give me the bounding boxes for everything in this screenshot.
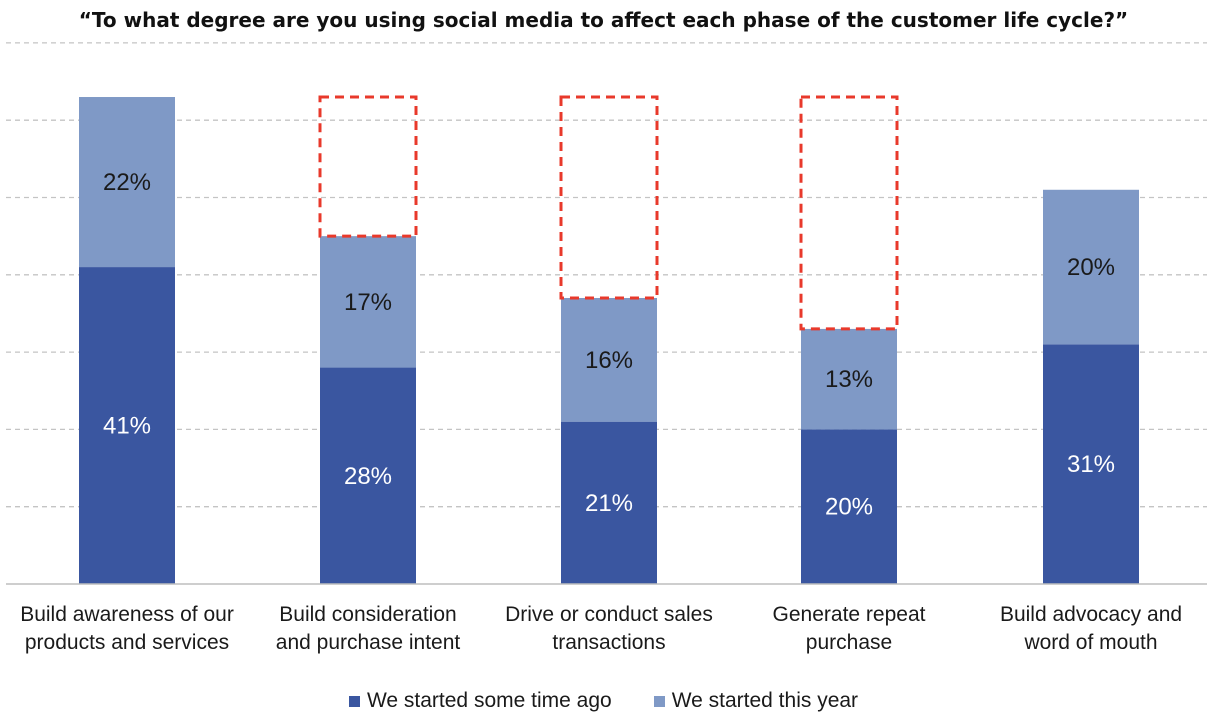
category-label: and purchase intent (276, 631, 461, 654)
category-label: Generate repeat (773, 603, 926, 626)
data-label: 28% (344, 463, 392, 490)
bars (79, 97, 1139, 584)
category-label: transactions (552, 631, 665, 654)
data-label: 31% (1067, 451, 1115, 478)
gap-outline (318, 95, 418, 238)
legend-item-some-time-ago: We started some time ago (348, 689, 612, 713)
data-label: 13% (825, 366, 873, 393)
bar-segment-some-time-ago (320, 367, 416, 584)
data-label: 16% (585, 347, 633, 374)
legend-swatch-some-time-ago (348, 695, 360, 707)
category-label: Build advocacy and (1000, 603, 1182, 626)
category-labels: Build awareness of our products and servi… (20, 603, 1182, 654)
bar-segment-this-year (79, 97, 175, 268)
bar-segment-some-time-ago (801, 429, 897, 584)
gridlines (6, 42, 1207, 508)
category-label: Drive or conduct sales (505, 603, 713, 626)
category-label: Build awareness of our (20, 603, 234, 626)
category-label: word of mouth (1023, 631, 1157, 654)
gap-outline (799, 95, 899, 331)
bar-segment-this-year (561, 297, 657, 422)
category-label: Build consideration (279, 603, 456, 626)
legend: We started some time ago We started this… (0, 689, 1207, 713)
bar-segment-this-year (801, 328, 897, 430)
category-label: purchase (806, 631, 892, 654)
bar-segment-some-time-ago (79, 267, 175, 584)
data-label: 22% (103, 169, 151, 196)
bar-segment-some-time-ago (561, 421, 657, 584)
gap-outline (559, 95, 659, 300)
data-label: 20% (825, 494, 873, 521)
bar-segment-this-year (320, 236, 416, 368)
legend-label-this-year: We started this year (671, 689, 859, 712)
legend-swatch-this-year (653, 695, 665, 707)
legend-item-this-year: We started this year (653, 689, 859, 713)
data-label: 17% (344, 289, 392, 316)
data-label: 21% (585, 490, 633, 517)
gap-outlines (318, 95, 899, 331)
bar-segment-this-year (1043, 189, 1139, 345)
data-labels: 41% 22% 28% 17% 21% 16% 20% 13% 31% 20% (103, 169, 1115, 521)
chart-title: “To what degree are you using social med… (78, 8, 1129, 32)
legend-label-some-time-ago: We started some time ago (366, 689, 612, 712)
category-label: products and services (25, 631, 229, 654)
data-label: 20% (1067, 254, 1115, 281)
bar-segment-some-time-ago (1043, 344, 1139, 584)
data-label: 41% (103, 413, 151, 440)
